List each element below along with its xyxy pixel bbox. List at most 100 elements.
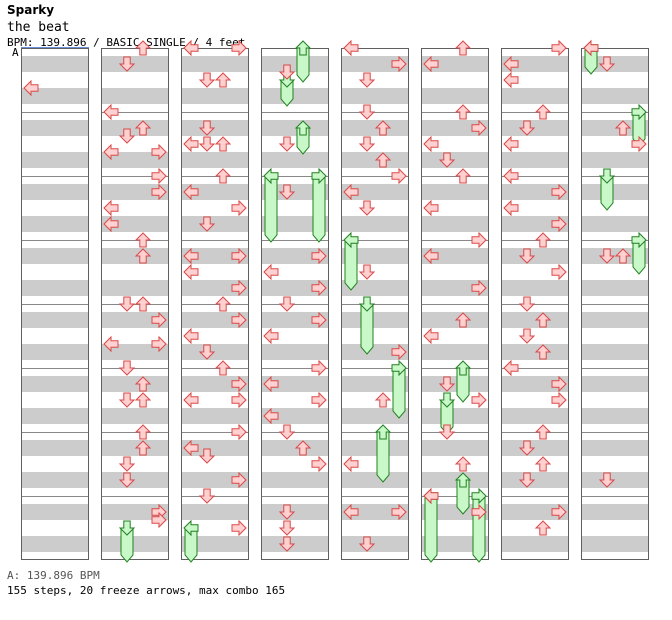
arrow-down-icon (198, 72, 216, 88)
arrow-right-icon (551, 183, 567, 201)
arrow-right-icon (391, 167, 407, 185)
arrow-down-icon (358, 536, 376, 552)
arrow-left-icon (423, 55, 439, 73)
arrow-down-icon (198, 488, 216, 504)
arrow-left-icon (583, 39, 599, 57)
arrow-right-icon (471, 503, 487, 521)
freeze-arrow-up-icon (454, 472, 472, 488)
arrow-right-icon (391, 343, 407, 361)
arrow-left-icon (343, 39, 359, 57)
arrow-right-icon (471, 119, 487, 137)
measure-column (341, 48, 409, 560)
measure-column (21, 48, 89, 560)
arrow-up-icon (614, 248, 632, 264)
arrow-left-icon (503, 135, 519, 153)
arrow-up-icon (214, 168, 232, 184)
arrow-down-icon (278, 520, 296, 536)
freeze-arrow-right-icon (311, 167, 327, 185)
arrow-down-icon (198, 136, 216, 152)
arrow-up-icon (534, 344, 552, 360)
arrow-up-icon (214, 136, 232, 152)
arrow-left-icon (103, 335, 119, 353)
arrow-up-icon (134, 248, 152, 264)
arrow-right-icon (231, 391, 247, 409)
arrow-down-icon (118, 456, 136, 472)
arrow-up-icon (134, 296, 152, 312)
freeze-arrow-right-icon (631, 103, 647, 121)
arrow-left-icon (183, 391, 199, 409)
arrow-up-icon (214, 360, 232, 376)
measure-column (261, 48, 329, 560)
arrow-up-icon (134, 424, 152, 440)
arrow-up-icon (614, 120, 632, 136)
measure-column (101, 48, 169, 560)
arrow-up-icon (534, 312, 552, 328)
song-artist: Sparky (7, 3, 55, 17)
arrow-left-icon (423, 135, 439, 153)
arrow-down-icon (598, 56, 616, 72)
arrow-left-icon (183, 183, 199, 201)
freeze-arrow-left-icon (183, 519, 199, 537)
freeze-arrow-up-icon (374, 424, 392, 440)
arrow-up-icon (214, 72, 232, 88)
arrow-up-icon (134, 392, 152, 408)
arrow-left-icon (183, 327, 199, 345)
song-title: the beat (7, 20, 70, 35)
arrow-right-icon (471, 391, 487, 409)
arrow-up-icon (134, 232, 152, 248)
arrow-left-icon (263, 327, 279, 345)
arrow-right-icon (551, 215, 567, 233)
freeze-arrow-body (312, 175, 326, 243)
arrow-right-icon (391, 55, 407, 73)
arrow-right-icon (231, 199, 247, 217)
freeze-arrow-up-icon (294, 120, 312, 136)
arrow-right-icon (231, 247, 247, 265)
arrow-up-icon (534, 520, 552, 536)
arrow-right-icon (151, 511, 167, 529)
arrow-right-icon (471, 279, 487, 297)
arrow-right-icon (311, 311, 327, 329)
arrow-left-icon (263, 407, 279, 425)
arrow-up-icon (534, 456, 552, 472)
arrow-down-icon (118, 56, 136, 72)
arrow-right-icon (231, 311, 247, 329)
arrow-left-icon (503, 71, 519, 89)
arrow-down-icon (518, 440, 536, 456)
arrow-down-icon (598, 472, 616, 488)
arrow-down-icon (358, 136, 376, 152)
arrow-left-icon (343, 183, 359, 201)
arrow-left-icon (503, 359, 519, 377)
arrow-right-icon (551, 391, 567, 409)
arrow-left-icon (423, 247, 439, 265)
arrow-right-icon (311, 455, 327, 473)
arrow-right-icon (231, 471, 247, 489)
arrow-right-icon (471, 231, 487, 249)
arrow-down-icon (118, 128, 136, 144)
arrow-right-icon (231, 519, 247, 537)
arrow-down-icon (518, 328, 536, 344)
arrow-left-icon (423, 199, 439, 217)
measure-column (501, 48, 569, 560)
freeze-arrow-up-icon (294, 40, 312, 56)
arrow-right-icon (551, 263, 567, 281)
arrow-down-icon (278, 64, 296, 80)
arrow-left-icon (23, 79, 39, 97)
arrow-right-icon (231, 375, 247, 393)
arrow-down-icon (278, 136, 296, 152)
arrow-up-icon (454, 456, 472, 472)
arrow-up-icon (454, 168, 472, 184)
bpm-marker-label: A (12, 46, 19, 59)
arrow-up-icon (534, 232, 552, 248)
freeze-arrow-left-icon (343, 231, 359, 249)
arrow-left-icon (103, 215, 119, 233)
arrow-down-icon (358, 264, 376, 280)
arrow-left-icon (103, 199, 119, 217)
arrow-left-icon (503, 167, 519, 185)
arrow-down-icon (358, 104, 376, 120)
freeze-arrow-right-icon (471, 487, 487, 505)
arrow-up-icon (534, 424, 552, 440)
arrow-left-icon (263, 263, 279, 281)
arrow-left-icon (503, 55, 519, 73)
arrow-left-icon (183, 263, 199, 281)
